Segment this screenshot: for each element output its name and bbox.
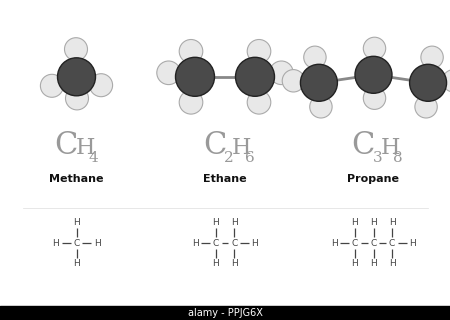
Text: C: C: [203, 130, 226, 161]
Text: H: H: [73, 260, 80, 268]
Text: Methane: Methane: [49, 174, 104, 184]
Circle shape: [301, 64, 338, 101]
Text: H: H: [212, 218, 219, 227]
Text: C: C: [389, 239, 395, 248]
Text: H: H: [94, 239, 101, 248]
Text: H: H: [76, 137, 95, 159]
Text: H: H: [389, 260, 396, 268]
Circle shape: [410, 64, 446, 101]
Text: 8: 8: [393, 151, 403, 165]
Circle shape: [90, 74, 112, 97]
Text: C: C: [54, 130, 78, 161]
Text: C: C: [213, 239, 219, 248]
Text: C: C: [370, 239, 377, 248]
Text: Propane: Propane: [347, 174, 400, 184]
Circle shape: [355, 56, 392, 93]
Text: H: H: [331, 239, 338, 248]
Text: H: H: [389, 218, 396, 227]
Text: C: C: [351, 130, 375, 161]
Circle shape: [179, 39, 203, 63]
Text: alamy - PPJG6X: alamy - PPJG6X: [188, 308, 262, 318]
Text: C: C: [73, 239, 80, 248]
Text: H: H: [52, 239, 59, 248]
Circle shape: [304, 46, 326, 68]
Text: C: C: [231, 239, 238, 248]
Text: H: H: [231, 218, 238, 227]
Circle shape: [157, 61, 180, 84]
Text: H: H: [232, 137, 252, 159]
Circle shape: [176, 57, 215, 96]
Circle shape: [247, 91, 271, 114]
Text: H: H: [370, 260, 377, 268]
Text: C: C: [352, 239, 358, 248]
Text: Ethane: Ethane: [203, 174, 247, 184]
Circle shape: [64, 38, 87, 61]
Text: 3: 3: [373, 151, 382, 165]
Text: H: H: [351, 218, 358, 227]
Text: H: H: [351, 260, 358, 268]
Text: H: H: [410, 239, 416, 248]
Circle shape: [363, 87, 386, 109]
Circle shape: [421, 46, 443, 68]
Circle shape: [58, 58, 95, 96]
Text: H: H: [192, 239, 198, 248]
Circle shape: [235, 57, 274, 96]
Text: 4: 4: [89, 151, 98, 165]
Circle shape: [442, 69, 450, 92]
Text: H: H: [370, 218, 377, 227]
Text: 6: 6: [245, 151, 255, 165]
Text: H: H: [252, 239, 258, 248]
Circle shape: [247, 39, 271, 63]
Circle shape: [415, 96, 437, 118]
Text: H: H: [212, 260, 219, 268]
Circle shape: [363, 37, 386, 60]
Text: H: H: [381, 137, 400, 159]
Circle shape: [179, 91, 203, 114]
Circle shape: [40, 74, 63, 97]
Circle shape: [282, 69, 305, 92]
Text: H: H: [73, 218, 80, 227]
Circle shape: [66, 87, 89, 110]
Circle shape: [310, 96, 332, 118]
Circle shape: [270, 61, 293, 84]
Text: H: H: [231, 260, 238, 268]
Text: 2: 2: [224, 151, 234, 165]
